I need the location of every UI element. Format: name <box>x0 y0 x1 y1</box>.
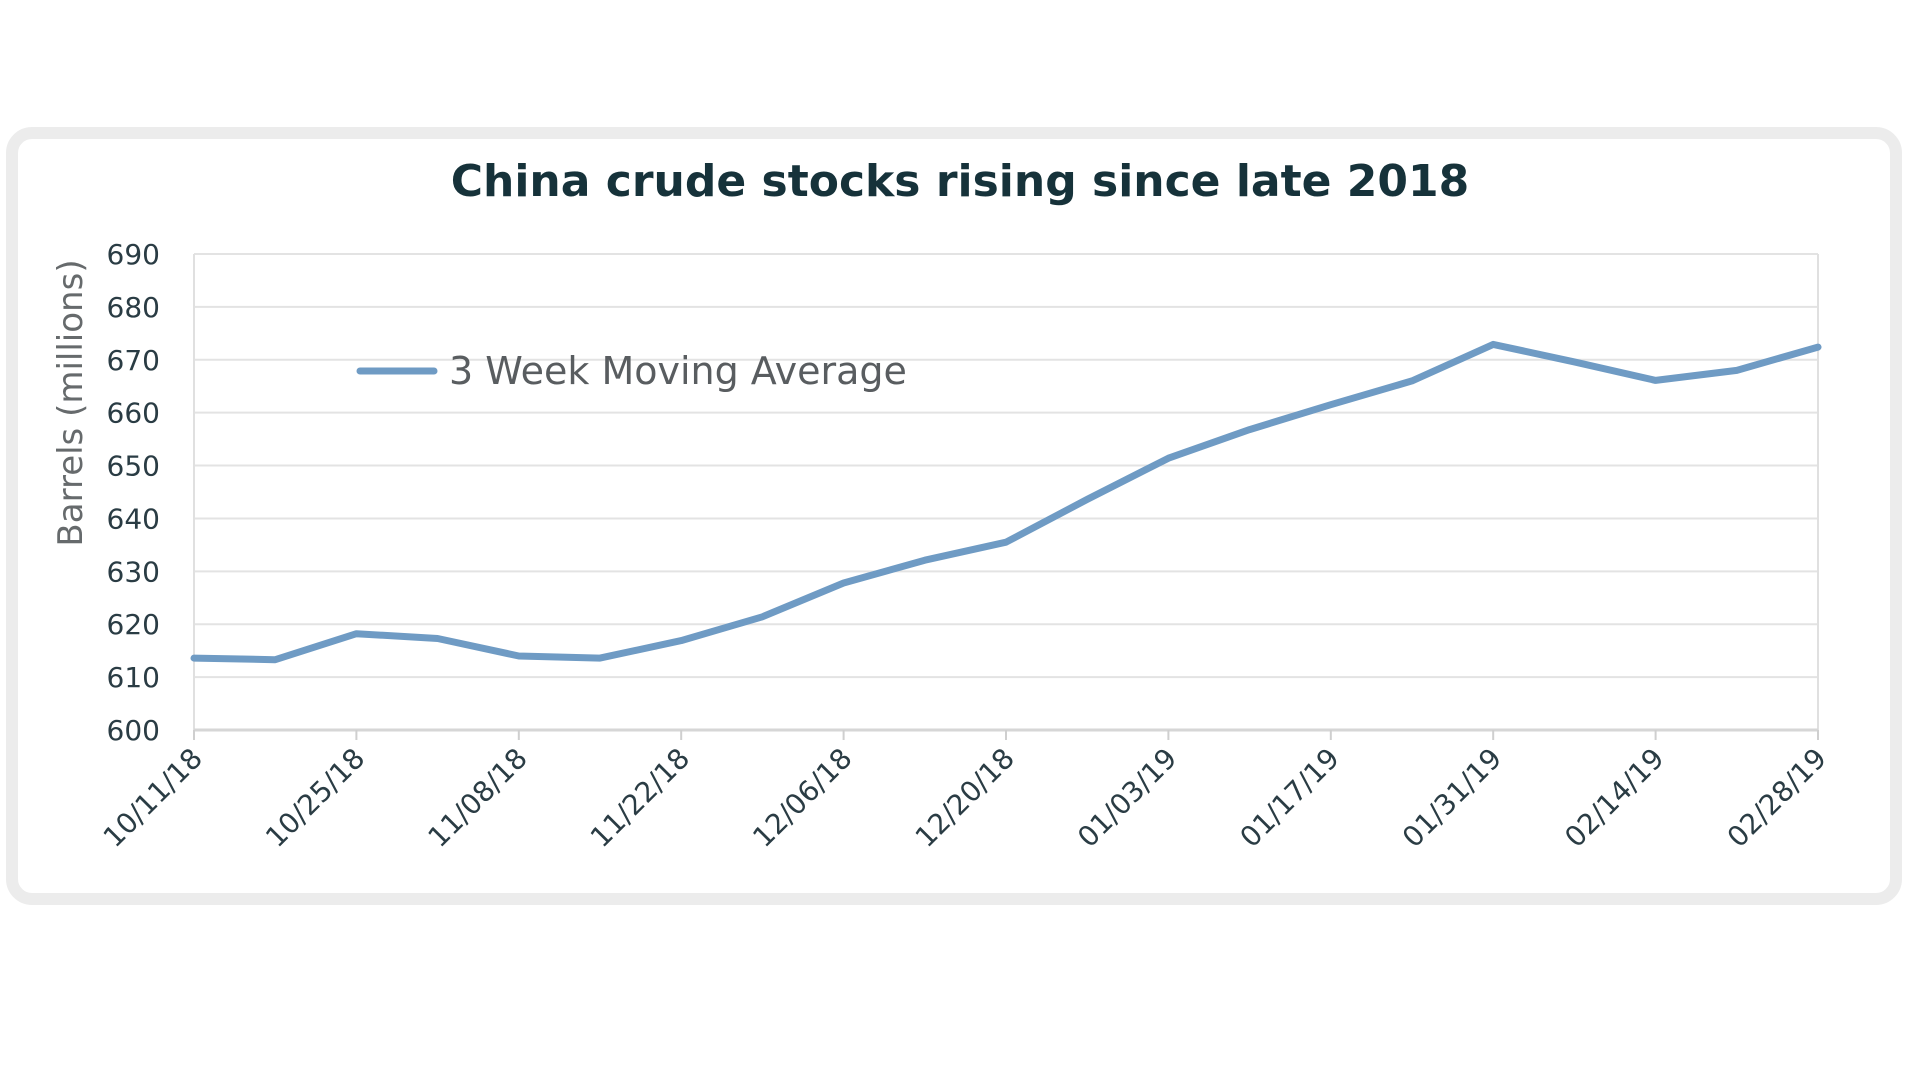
y-axis-title: Barrels (millions) <box>51 259 91 546</box>
chart-card <box>6 127 1902 905</box>
x-tick-label: 01/17/19 <box>1233 742 1345 854</box>
y-tick-label: 600 <box>107 714 160 747</box>
series-layer <box>190 340 1822 664</box>
legend: 3 Week Moving Average <box>356 349 907 393</box>
y-tick-label: 680 <box>107 291 160 324</box>
x-tick-label: 10/25/18 <box>259 742 371 854</box>
y-tick-label: 610 <box>107 661 160 694</box>
y-tick-label: 650 <box>107 450 160 483</box>
gridlines <box>194 253 1818 679</box>
x-tick-label: 12/20/18 <box>909 742 1021 854</box>
chart-title: China crude stocks rising since late 201… <box>451 156 1470 207</box>
y-tick-label: 690 <box>107 238 160 271</box>
y-axis-ticks: 600 610 620 630 640 650 660 670 680 690 <box>107 238 160 747</box>
y-tick-label: 670 <box>107 344 160 377</box>
axes <box>193 254 1819 732</box>
x-tick-label: 12/06/18 <box>746 742 858 854</box>
y-tick-label: 630 <box>107 555 160 588</box>
legend-label: 3 Week Moving Average <box>449 349 907 393</box>
y-tick-label: 660 <box>107 397 160 430</box>
x-tick-label: 11/22/18 <box>584 742 696 854</box>
x-tick-label: 01/03/19 <box>1071 742 1183 854</box>
y-tick-label: 640 <box>107 502 160 535</box>
x-tick-label: 11/08/18 <box>421 742 533 854</box>
x-tick-label: 01/31/19 <box>1396 742 1508 854</box>
x-axis-ticks: 10/11/18 10/25/18 11/08/18 11/22/18 12/06/18… <box>97 730 1833 854</box>
series-line <box>190 340 1822 664</box>
x-tick-label: 10/11/18 <box>97 742 209 854</box>
y-tick-label: 620 <box>107 608 160 641</box>
x-tick-label: 02/28/19 <box>1721 742 1833 854</box>
x-tick-label: 02/14/19 <box>1558 742 1670 854</box>
